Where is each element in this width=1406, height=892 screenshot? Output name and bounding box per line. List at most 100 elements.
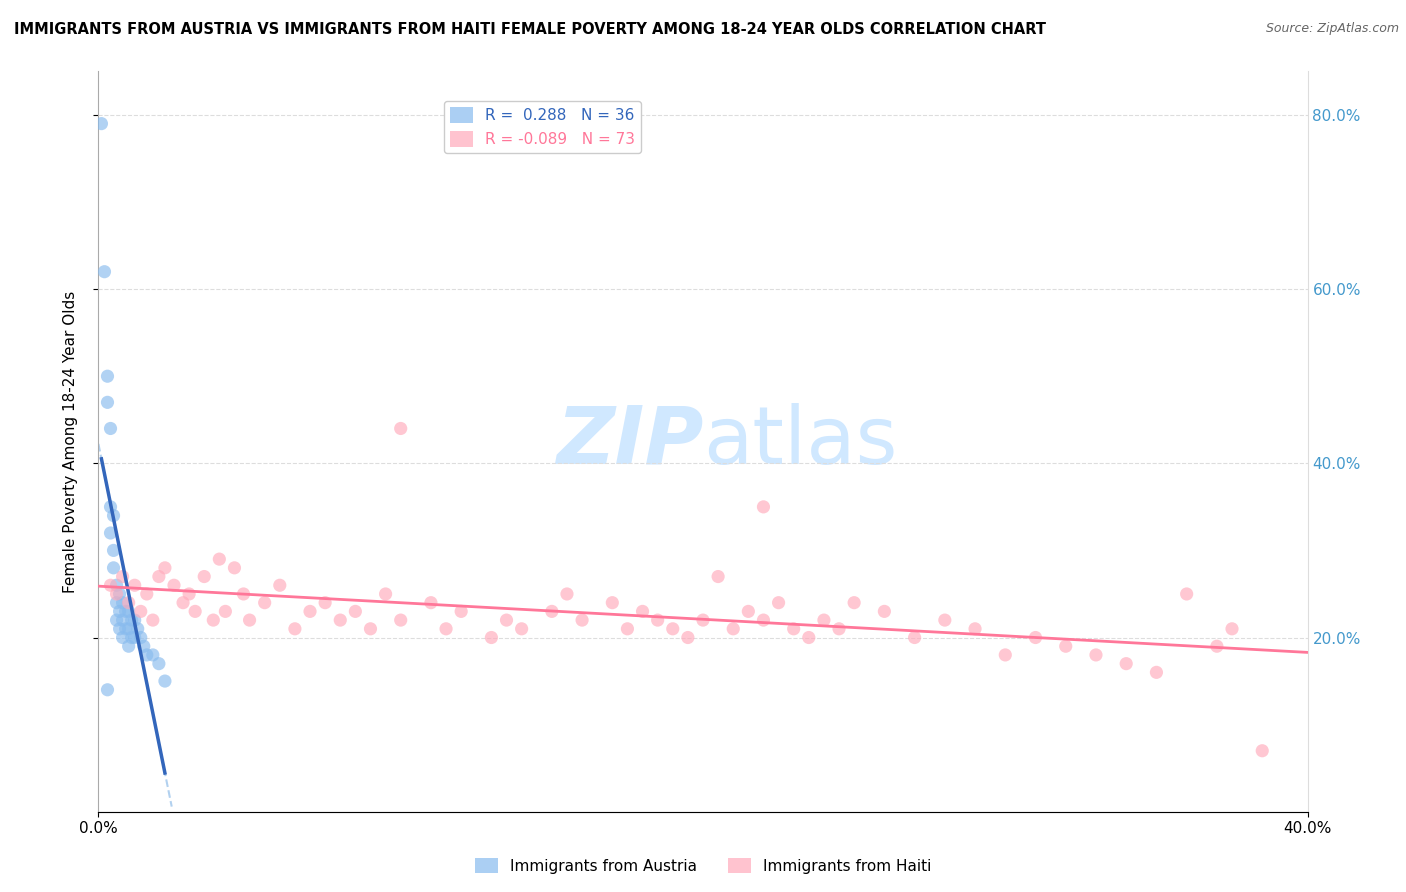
Point bbox=[284, 622, 307, 636]
Point bbox=[253, 596, 276, 610]
Point bbox=[1144, 665, 1167, 680]
Point bbox=[1085, 648, 1108, 662]
Point bbox=[934, 613, 956, 627]
Point bbox=[142, 648, 165, 662]
Point bbox=[1251, 744, 1274, 758]
Point bbox=[118, 639, 141, 653]
Point bbox=[163, 578, 186, 592]
Point bbox=[103, 543, 125, 558]
Point bbox=[193, 569, 215, 583]
Text: atlas: atlas bbox=[703, 402, 897, 481]
Point bbox=[111, 631, 134, 645]
Point bbox=[481, 631, 503, 645]
Point bbox=[344, 604, 367, 618]
Point bbox=[1175, 587, 1198, 601]
Point bbox=[100, 526, 122, 541]
Point bbox=[602, 596, 624, 610]
Point bbox=[1220, 622, 1243, 636]
Point bbox=[904, 631, 927, 645]
Point bbox=[132, 639, 155, 653]
Point bbox=[105, 613, 128, 627]
Point bbox=[111, 569, 134, 583]
Point bbox=[420, 596, 443, 610]
Point bbox=[631, 604, 654, 618]
Point bbox=[239, 613, 262, 627]
Point bbox=[121, 613, 143, 627]
Point bbox=[127, 622, 149, 636]
Text: IMMIGRANTS FROM AUSTRIA VS IMMIGRANTS FROM HAITI FEMALE POVERTY AMONG 18-24 YEAR: IMMIGRANTS FROM AUSTRIA VS IMMIGRANTS FR… bbox=[14, 22, 1046, 37]
Point bbox=[111, 613, 134, 627]
Point bbox=[1206, 639, 1229, 653]
Text: ZIP: ZIP bbox=[555, 402, 703, 481]
Point bbox=[828, 622, 851, 636]
Point bbox=[389, 613, 412, 627]
Point bbox=[108, 604, 131, 618]
Point bbox=[148, 569, 170, 583]
Point bbox=[965, 622, 987, 636]
Point bbox=[434, 622, 457, 636]
Point bbox=[314, 596, 336, 610]
Point bbox=[114, 604, 136, 618]
Point bbox=[783, 622, 806, 636]
Point bbox=[676, 631, 699, 645]
Point bbox=[103, 508, 125, 523]
Point bbox=[96, 369, 118, 384]
Point bbox=[100, 578, 122, 592]
Point bbox=[118, 596, 141, 610]
Point bbox=[93, 265, 115, 279]
Point bbox=[1024, 631, 1046, 645]
Point bbox=[661, 622, 683, 636]
Point bbox=[118, 604, 141, 618]
Point bbox=[103, 561, 125, 575]
Point bbox=[723, 622, 745, 636]
Point bbox=[111, 596, 134, 610]
Point bbox=[96, 682, 118, 697]
Point bbox=[555, 587, 578, 601]
Point bbox=[495, 613, 517, 627]
Point bbox=[124, 578, 146, 592]
Point bbox=[214, 604, 236, 618]
Point bbox=[153, 561, 176, 575]
Point bbox=[100, 500, 122, 514]
Point bbox=[571, 613, 593, 627]
Point bbox=[707, 569, 730, 583]
Point bbox=[329, 613, 352, 627]
Point bbox=[105, 578, 128, 592]
Point bbox=[737, 604, 759, 618]
Point bbox=[813, 613, 835, 627]
Point bbox=[202, 613, 225, 627]
Point bbox=[108, 587, 131, 601]
Point bbox=[124, 631, 146, 645]
Point bbox=[994, 648, 1017, 662]
Point bbox=[135, 587, 157, 601]
Point bbox=[510, 622, 533, 636]
Legend: Immigrants from Austria, Immigrants from Haiti: Immigrants from Austria, Immigrants from… bbox=[468, 852, 938, 880]
Text: Source: ZipAtlas.com: Source: ZipAtlas.com bbox=[1265, 22, 1399, 36]
Point bbox=[108, 622, 131, 636]
Point bbox=[184, 604, 207, 618]
Point bbox=[100, 421, 122, 435]
Point bbox=[172, 596, 194, 610]
Point bbox=[96, 395, 118, 409]
Point bbox=[179, 587, 201, 601]
Legend: R =  0.288   N = 36, R = -0.089   N = 73: R = 0.288 N = 36, R = -0.089 N = 73 bbox=[443, 101, 641, 153]
Point bbox=[121, 631, 143, 645]
Point bbox=[224, 561, 246, 575]
Point bbox=[450, 604, 472, 618]
Point bbox=[232, 587, 254, 601]
Point bbox=[1054, 639, 1077, 653]
Point bbox=[118, 622, 141, 636]
Point bbox=[153, 674, 176, 689]
Point bbox=[873, 604, 896, 618]
Point bbox=[269, 578, 291, 592]
Point bbox=[360, 622, 382, 636]
Point bbox=[299, 604, 322, 618]
Y-axis label: Female Poverty Among 18-24 Year Olds: Female Poverty Among 18-24 Year Olds bbox=[63, 291, 77, 592]
Point bbox=[797, 631, 820, 645]
Point bbox=[540, 604, 562, 618]
Point bbox=[692, 613, 714, 627]
Point bbox=[105, 587, 128, 601]
Point bbox=[129, 604, 152, 618]
Point bbox=[1115, 657, 1137, 671]
Point bbox=[616, 622, 638, 636]
